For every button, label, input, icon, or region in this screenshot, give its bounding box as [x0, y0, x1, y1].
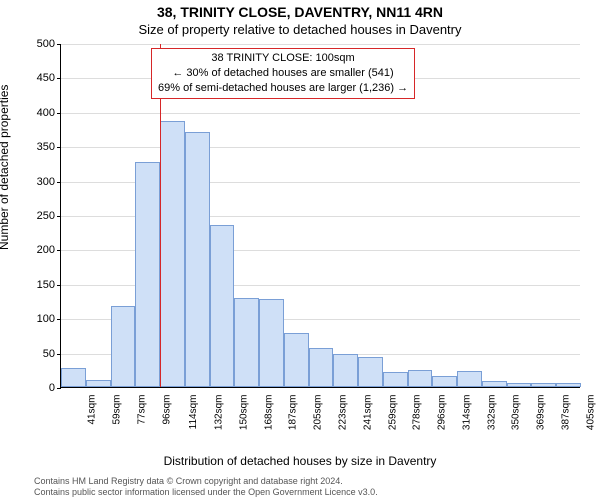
x-tick-label: 259sqm: [387, 395, 398, 431]
x-tick-label: 369sqm: [535, 395, 546, 431]
histogram-bar: [383, 372, 408, 387]
histogram-bar: [358, 357, 383, 387]
histogram-bar: [135, 162, 160, 387]
footer-line: Contains public sector information licen…: [34, 487, 600, 498]
x-tick-label: 114sqm: [188, 395, 199, 430]
x-tick-label: 296sqm: [436, 395, 447, 431]
histogram-bar: [408, 370, 433, 387]
y-tick-label: 500: [37, 38, 61, 50]
x-tick-label: 405sqm: [585, 395, 596, 431]
page-title: 38, TRINITY CLOSE, DAVENTRY, NN11 4RN: [0, 4, 600, 20]
grid-line: [61, 44, 580, 45]
page-subtitle: Size of property relative to detached ho…: [0, 22, 600, 37]
annotation-line: 69% of semi-detached houses are larger (…: [158, 81, 408, 96]
x-tick-label: 223sqm: [337, 395, 348, 431]
y-tick-label: 100: [37, 313, 61, 325]
annotation-line: 38 TRINITY CLOSE: 100sqm: [158, 51, 408, 66]
histogram-bar: [482, 381, 507, 387]
x-tick-label: 350sqm: [511, 395, 522, 431]
x-tick-label: 387sqm: [560, 395, 571, 431]
histogram-bar: [111, 306, 136, 387]
histogram-bar: [531, 383, 556, 387]
x-tick-label: 205sqm: [313, 395, 324, 431]
x-axis-label: Distribution of detached houses by size …: [0, 454, 600, 468]
y-tick-label: 300: [37, 176, 61, 188]
grid-line: [61, 147, 580, 148]
y-tick-label: 450: [37, 72, 61, 84]
x-tick-label: 132sqm: [213, 395, 224, 431]
x-tick-label: 241sqm: [362, 395, 373, 431]
y-tick-label: 350: [37, 141, 61, 153]
histogram-bar: [86, 380, 111, 387]
y-tick-label: 250: [37, 210, 61, 222]
x-tick-label: 314sqm: [461, 395, 472, 431]
histogram-bar: [160, 121, 185, 387]
y-tick-label: 200: [37, 244, 61, 256]
histogram-bar: [457, 371, 482, 388]
x-tick-label: 59sqm: [112, 395, 123, 425]
y-tick-label: 150: [37, 279, 61, 291]
histogram-bar: [333, 354, 358, 387]
y-tick-label: 50: [43, 348, 61, 360]
x-tick-label: 187sqm: [288, 395, 299, 431]
histogram-bar: [185, 132, 210, 387]
histogram-bar: [507, 383, 532, 387]
y-tick-label: 0: [49, 382, 61, 394]
histogram-bar: [259, 299, 284, 387]
grid-line: [61, 113, 580, 114]
x-tick-label: 278sqm: [412, 395, 423, 431]
histogram-bar: [309, 348, 334, 387]
x-tick-label: 150sqm: [238, 395, 249, 431]
x-tick-label: 168sqm: [263, 395, 274, 431]
histogram-bar: [210, 225, 235, 387]
histogram-bar: [432, 376, 457, 387]
y-tick-label: 400: [37, 107, 61, 119]
annotation-box: 38 TRINITY CLOSE: 100sqm← 30% of detache…: [151, 48, 415, 99]
y-axis-label: Number of detached properties: [0, 85, 11, 250]
annotation-line: ← 30% of detached houses are smaller (54…: [158, 66, 408, 81]
x-tick-label: 96sqm: [161, 395, 172, 425]
histogram-plot: 05010015020025030035040045050041sqm59sqm…: [60, 44, 580, 388]
histogram-bar: [284, 333, 309, 387]
x-tick-label: 332sqm: [486, 395, 497, 431]
x-tick-label: 77sqm: [136, 395, 147, 425]
footer-line: Contains HM Land Registry data © Crown c…: [34, 476, 600, 487]
histogram-bar: [556, 383, 581, 387]
histogram-bar: [61, 368, 86, 387]
histogram-bar: [234, 298, 259, 387]
x-tick-label: 41sqm: [87, 395, 98, 425]
footer: Contains HM Land Registry data © Crown c…: [0, 476, 600, 499]
